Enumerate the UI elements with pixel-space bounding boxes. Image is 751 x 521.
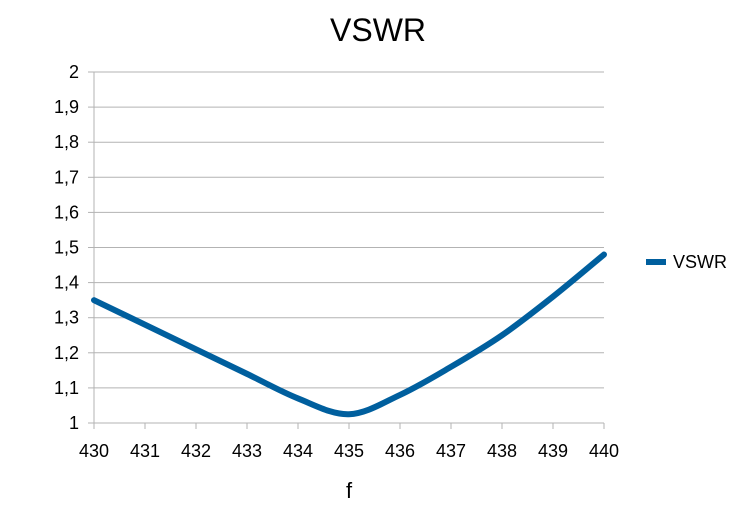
series-line-vswr <box>91 251 607 418</box>
x-tick-label: 440 <box>589 441 619 461</box>
x-tick-label: 436 <box>385 441 415 461</box>
y-tick-labels: 1 1,1 1,2 1,3 1,4 1,5 1,6 1,7 1,8 1,9 2 <box>54 62 79 433</box>
y-tick-label: 2 <box>69 62 79 82</box>
legend: VSWR <box>646 252 727 272</box>
chart-title: VSWR <box>330 12 426 48</box>
x-axis-title: f <box>346 478 353 503</box>
x-tick-label: 438 <box>487 441 517 461</box>
y-tick-label: 1 <box>69 413 79 433</box>
y-tick-label: 1,9 <box>54 97 79 117</box>
x-tick-label: 431 <box>130 441 160 461</box>
x-tick-label: 435 <box>334 441 364 461</box>
y-tick-label: 1,2 <box>54 343 79 363</box>
grid-layer <box>94 71 604 389</box>
x-tick-labels: 430 431 432 433 434 435 436 437 438 439 440 <box>79 441 619 461</box>
y-tick-label: 1,7 <box>54 167 79 187</box>
y-tick-label: 1,1 <box>54 378 79 398</box>
series-layer <box>91 251 607 418</box>
y-tick-label: 1,5 <box>54 238 79 258</box>
x-tick-label: 439 <box>538 441 568 461</box>
y-tick-label: 1,4 <box>54 273 79 293</box>
y-tick-label: 1,8 <box>54 132 79 152</box>
axis-layer <box>88 71 605 429</box>
x-tick-label: 433 <box>232 441 262 461</box>
y-tick-label: 1,6 <box>54 202 79 222</box>
x-tick-label: 430 <box>79 441 109 461</box>
y-tick-label: 1,3 <box>54 308 79 328</box>
x-tick-label: 434 <box>283 441 313 461</box>
legend-label-vswr: VSWR <box>673 252 727 272</box>
x-tick-label: 437 <box>436 441 466 461</box>
x-tick-label: 432 <box>181 441 211 461</box>
